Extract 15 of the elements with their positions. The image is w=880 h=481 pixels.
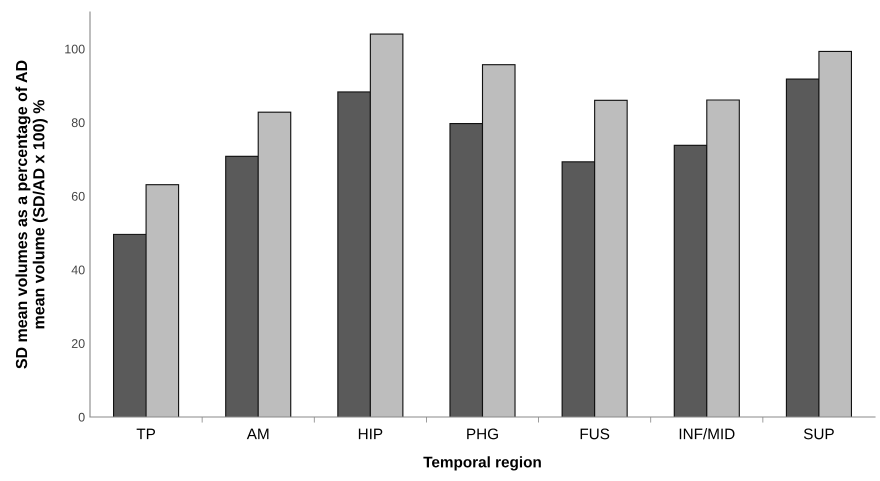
y-tick-label: 20 xyxy=(72,339,85,348)
x-tick-label: AM xyxy=(246,428,268,440)
x-tick-label: HIP xyxy=(358,428,382,440)
x-tick-label: FUS xyxy=(580,428,610,440)
y-tick-label: 60 xyxy=(72,192,85,201)
x-tick-label: INF/MID xyxy=(680,428,734,440)
y-axis-title: SD mean volumes as a percentage of AD mean volume (SD/AD x 100) % xyxy=(15,60,48,369)
y-tick-label: 0 xyxy=(78,412,85,422)
x-tick-label: TP xyxy=(136,428,156,440)
y-tick-label: 40 xyxy=(72,266,85,274)
y-tick-label: 100 xyxy=(65,44,85,54)
x-tick-label: PHG xyxy=(467,428,498,440)
x-axis-title: Temporal region xyxy=(423,456,541,471)
x-tick-label: SUP xyxy=(804,428,834,440)
y-tick-label: 80 xyxy=(72,118,85,128)
